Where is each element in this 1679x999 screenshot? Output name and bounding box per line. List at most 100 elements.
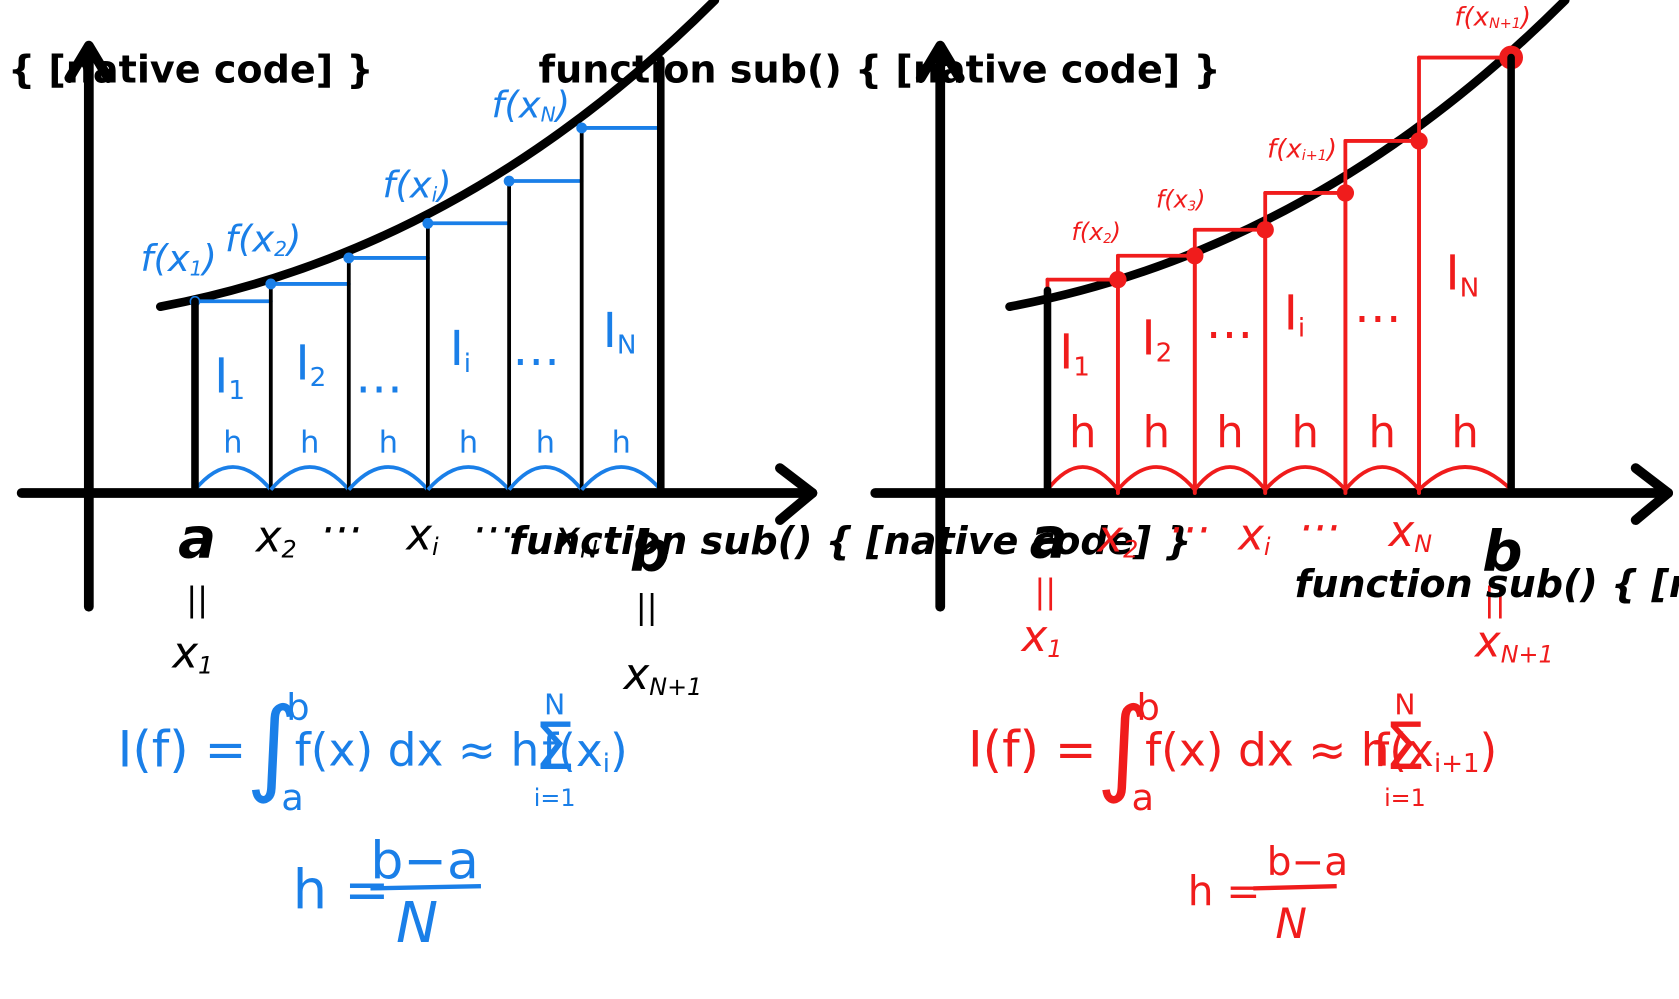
- point-label-main: f(x: [1454, 2, 1489, 32]
- step-label: h: [300, 426, 319, 461]
- interval-label: I1: [1059, 325, 1090, 381]
- node-label-main: x: [404, 510, 432, 560]
- point-label-sub: i: [432, 182, 438, 206]
- interval-label-main: …: [1206, 295, 1254, 350]
- x-axis-label-sub: function sub() { [native code] }: [1295, 562, 1679, 606]
- node-label: a: [1030, 506, 1068, 571]
- interval-label: I1: [214, 349, 245, 405]
- curve: [1005, 0, 1570, 312]
- fraction-bar: [370, 884, 481, 891]
- formula-sum-lower: i=1: [534, 784, 576, 812]
- node-label: xN: [1387, 507, 1433, 558]
- step-label: h: [379, 426, 398, 461]
- node-label: ···: [1299, 503, 1340, 553]
- node-label-sub: i: [1264, 533, 1271, 561]
- formula-integral: ∫: [246, 684, 300, 806]
- point-label-sub: 2: [274, 236, 287, 260]
- interval-label-sub: i: [1298, 313, 1305, 343]
- point-label-post: ): [1194, 185, 1205, 213]
- alias-label-main: x: [170, 628, 198, 678]
- step-label: h: [1216, 408, 1243, 458]
- node-label: x2: [254, 512, 297, 563]
- interval-label-main: I: [214, 349, 228, 404]
- interval-label-main: I: [603, 304, 617, 359]
- node-label-sub: N: [580, 535, 598, 563]
- point-label: f(xi): [382, 163, 451, 206]
- interval-label: IN: [1446, 246, 1480, 302]
- step-arch: [1193, 465, 1267, 491]
- formula-term-post: ): [610, 723, 628, 776]
- alias-label: xN+1: [622, 650, 703, 701]
- step-denominator: N: [396, 891, 438, 956]
- alias-label-sub: N+1: [649, 672, 702, 700]
- formula-integrand: f(x) dx ≈ h: [295, 723, 540, 776]
- node-label: ···: [472, 506, 513, 556]
- sample-point: [265, 278, 277, 290]
- interval-label: Ii: [450, 322, 471, 378]
- interval-label-main: I: [1446, 246, 1460, 301]
- node-label-main: ···: [321, 506, 362, 556]
- fraction-bar: [1253, 884, 1337, 891]
- step-label: h: [1451, 408, 1478, 458]
- interval-label-main: I: [450, 322, 464, 377]
- step-arch: [426, 465, 511, 492]
- step-label: h: [1069, 408, 1096, 458]
- point-label: f(xi+1): [1267, 134, 1337, 164]
- alias-label: xN+1: [1473, 617, 1554, 668]
- interval-label: IN: [603, 304, 637, 360]
- formula-term: f(xi+1): [1373, 723, 1497, 778]
- formula-term-main: f(x: [542, 723, 603, 776]
- formula-upper: b: [1137, 686, 1160, 729]
- formula-term-sub: i: [603, 748, 610, 778]
- node-label-main: x: [254, 512, 282, 562]
- node-label-main: b: [1482, 519, 1522, 584]
- interval-label-sub: 1: [228, 376, 245, 406]
- point-label: f(xN): [491, 83, 570, 126]
- formula-term-post: ): [1480, 723, 1498, 776]
- interval-label-main: I: [1142, 311, 1156, 366]
- interval-label-sub: N: [1460, 273, 1480, 303]
- node-label-main: ···: [472, 506, 513, 556]
- step-arch: [580, 465, 663, 491]
- y-axis-label-sub: function sub() { [native code] }: [0, 47, 374, 91]
- interval-label-sub: i: [464, 349, 471, 379]
- step-lhs: h =: [1188, 867, 1261, 915]
- node-label-main: x: [553, 512, 581, 562]
- node-label: a: [178, 506, 216, 571]
- y-axis-arrow: [64, 40, 114, 83]
- point-label-main: f(x: [491, 83, 541, 126]
- y-axis-label: function sub() { [native code] }: [0, 47, 374, 91]
- formula-term-main: f(x: [1373, 723, 1434, 776]
- point-label-post: ): [1325, 134, 1337, 164]
- step-label: h: [612, 426, 631, 461]
- x-axis-arrow: [775, 463, 818, 525]
- node-label: xi: [404, 510, 439, 561]
- interval-label-sub: N: [617, 330, 637, 360]
- interval-label-sub: 2: [310, 363, 327, 393]
- point-label-sub: N: [541, 102, 556, 126]
- node-label-sub: N: [1414, 529, 1432, 557]
- step-denominator: N: [1275, 899, 1307, 948]
- interval-label: I2: [296, 336, 327, 392]
- step-numerator: b−a: [370, 832, 478, 892]
- formula-sum-upper: N: [1394, 688, 1415, 721]
- y-axis-arrow: [915, 40, 965, 83]
- step-label: h: [536, 426, 555, 461]
- interval-label: …: [355, 349, 403, 404]
- interval-label-main: I: [296, 336, 310, 391]
- formula-lower: a: [1132, 776, 1155, 819]
- alias-label-main: x: [1473, 617, 1501, 667]
- interval-label: I2: [1142, 311, 1173, 367]
- interval-label: Ii: [1284, 286, 1305, 342]
- equals-mark: ||: [186, 580, 208, 618]
- step-label: h: [1292, 408, 1319, 458]
- point-label-sub: 1: [190, 256, 203, 280]
- formula-lhs: I(f) =: [118, 720, 247, 778]
- node-label-main: a: [178, 506, 216, 571]
- step-label: h: [1368, 408, 1395, 458]
- node-label-main: a: [1030, 506, 1068, 571]
- interval-label-sub: 2: [1156, 338, 1173, 368]
- point-label: f(xN+1): [1454, 2, 1531, 32]
- point-label-post: ): [1110, 218, 1121, 246]
